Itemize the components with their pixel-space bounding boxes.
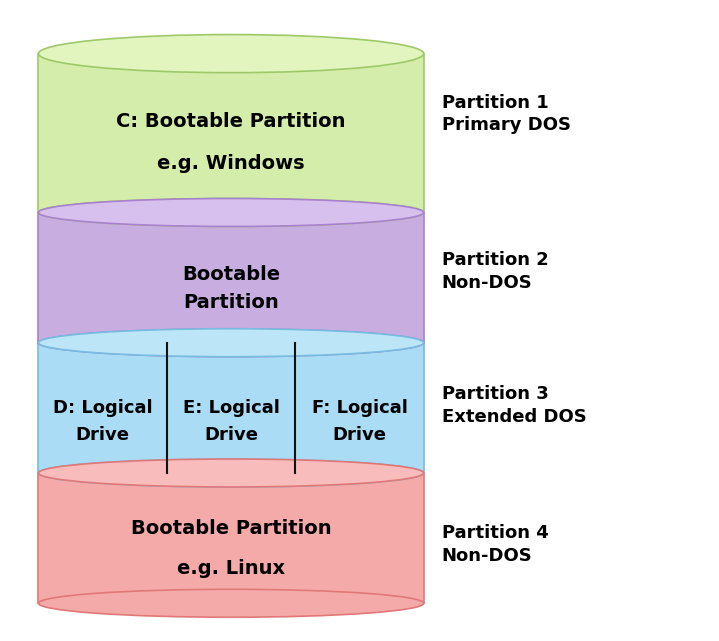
Text: e.g. Windows: e.g. Windows — [157, 154, 305, 173]
Bar — [38, 343, 423, 473]
Text: e.g. Linux: e.g. Linux — [177, 560, 285, 578]
Ellipse shape — [38, 199, 423, 226]
Text: F: Logical: F: Logical — [311, 399, 408, 417]
Text: Non-DOS: Non-DOS — [441, 547, 532, 565]
Ellipse shape — [38, 199, 423, 226]
Text: Extended DOS: Extended DOS — [441, 408, 586, 426]
Ellipse shape — [38, 589, 423, 617]
Text: C: Bootable Partition: C: Bootable Partition — [116, 112, 346, 131]
Ellipse shape — [38, 459, 423, 487]
Text: Drive: Drive — [332, 426, 387, 444]
Bar — [38, 212, 423, 343]
Ellipse shape — [38, 459, 423, 487]
Bar — [38, 473, 423, 603]
Text: Non-DOS: Non-DOS — [441, 274, 532, 292]
Text: E: Logical: E: Logical — [183, 399, 280, 417]
Bar — [38, 54, 423, 212]
Text: Partition 3: Partition 3 — [441, 385, 549, 403]
Text: Bootable Partition: Bootable Partition — [131, 519, 331, 538]
Text: D: Logical: D: Logical — [53, 399, 152, 417]
Text: Partition 1: Partition 1 — [441, 94, 549, 112]
Text: Partition: Partition — [183, 292, 279, 312]
Text: Partition 2: Partition 2 — [441, 251, 549, 269]
Ellipse shape — [38, 35, 423, 72]
Text: Drive: Drive — [75, 426, 129, 444]
Ellipse shape — [38, 329, 423, 357]
Text: Bootable: Bootable — [182, 265, 280, 283]
Text: Drive: Drive — [204, 426, 258, 444]
Text: Primary DOS: Primary DOS — [441, 117, 571, 135]
Text: Partition 4: Partition 4 — [441, 524, 549, 542]
Ellipse shape — [38, 329, 423, 357]
